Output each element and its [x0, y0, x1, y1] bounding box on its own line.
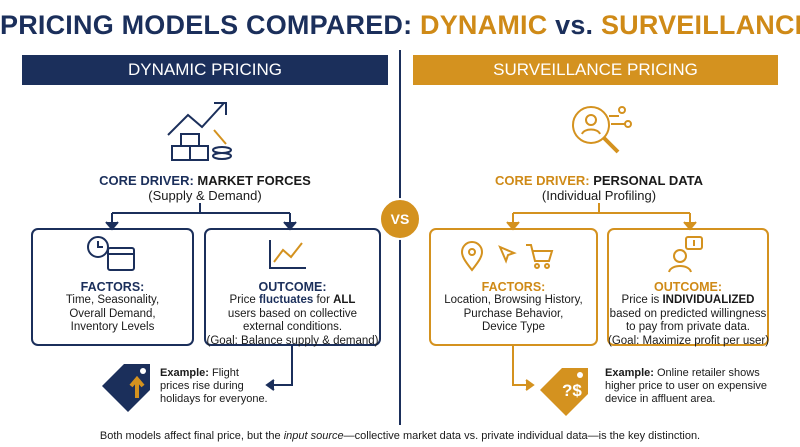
example: Example: Flight prices rise during holid… — [160, 367, 268, 406]
right-outcome-box — [607, 228, 769, 346]
seg: for — [313, 294, 334, 306]
chart-icon — [269, 240, 306, 269]
line: Time, Seasonality, — [65, 294, 160, 306]
vs-circle — [379, 198, 421, 240]
core-driver: CORE DRIVER: MARKET FORCES — [22, 173, 388, 188]
line: (Goal: Maximize profit per user) — [608, 334, 770, 347]
arrowhead — [525, 379, 535, 391]
line: external conditions. — [242, 321, 343, 333]
factors-label: FACTORS: — [80, 280, 145, 294]
example-label: Example: — [160, 367, 209, 379]
seg: Price is — [621, 294, 663, 306]
left-header-bar — [22, 55, 388, 85]
behavior-icons — [460, 241, 554, 272]
seg: fluctuates — [258, 294, 314, 306]
left-header: DYNAMIC PRICING — [128, 60, 282, 79]
driver: MARKET FORCES — [197, 173, 311, 188]
arrowheads — [506, 221, 697, 231]
title-part: SURVEILLANCE — [600, 10, 800, 40]
line: Price is INDIVIDUALIZED — [608, 294, 768, 308]
example-label: Example: — [605, 367, 654, 379]
example: Example: Online retailer shows higher pr… — [605, 367, 775, 406]
driver: PERSONAL DATA — [593, 173, 704, 188]
line: based on predicted willingness — [609, 307, 767, 320]
title-part: DYNAMIC — [420, 10, 548, 40]
line: Device Type — [481, 321, 546, 333]
outcome-label: OUTCOME: — [653, 280, 723, 294]
factors-text: Location, Browsing History, Purchase Beha… — [430, 294, 597, 335]
user-price-icon — [668, 236, 703, 273]
price-tag-icon: ?$ — [540, 368, 588, 416]
outcome-text: Price is INDIVIDUALIZED based on predicte… — [608, 294, 770, 348]
title-part: PRICING MODELS COMPARED: — [0, 10, 413, 40]
footer-part: input source — [283, 430, 344, 442]
right-example-arrow — [512, 345, 528, 386]
seg: Price — [229, 294, 259, 306]
line: Location, Browsing History, — [444, 294, 583, 306]
arrowhead — [265, 379, 275, 391]
profile-icon — [572, 106, 632, 154]
factors-label: FACTORS: — [481, 280, 546, 294]
tag-text: ?$ — [562, 381, 582, 400]
right-connector — [512, 203, 691, 226]
seg: INDIVIDUALIZED — [662, 294, 755, 306]
left-example-arrow — [272, 345, 293, 386]
seg: ALL — [333, 294, 356, 306]
title: PRICING MODELS COMPARED: DYNAMIC vs. SUR… — [0, 10, 800, 41]
example-text: Flight prices rise during holidays for e… — [160, 367, 268, 405]
right-header: SURVEILLANCE PRICING — [493, 60, 698, 79]
line: (Goal: Balance supply & demand) — [206, 334, 379, 347]
factors-text: Time, Seasonality, Overall Demand, Invento… — [32, 294, 193, 335]
outcome-text: Price fluctuates for ALL users based on c… — [205, 294, 380, 348]
driver-sub: (Supply & Demand) — [148, 188, 262, 203]
line: Price fluctuates for ALL — [205, 294, 380, 308]
title-part: vs. — [555, 10, 594, 40]
market-icon — [167, 102, 232, 161]
footer-part: —collective market data vs. private indi… — [343, 430, 701, 442]
line: to pay from private data. — [625, 321, 750, 333]
vs-label: VS — [390, 211, 410, 227]
footer: Both models affect final price, but the … — [0, 430, 800, 442]
driver-label: CORE DRIVER: — [99, 173, 194, 188]
left-factors-box — [31, 228, 194, 346]
line: users based on collective — [227, 307, 358, 320]
outcome-label: OUTCOME: — [258, 280, 327, 294]
example-text: Online retailer shows higher price to us… — [605, 367, 768, 405]
line: Overall Demand, — [69, 307, 156, 320]
driver-label: CORE DRIVER: — [494, 173, 590, 188]
left-connector — [111, 203, 291, 226]
core-driver: CORE DRIVER: PERSONAL DATA — [413, 173, 785, 188]
calendar-icon — [87, 236, 135, 271]
tag-icon — [102, 364, 150, 412]
line: Inventory Levels — [70, 321, 155, 333]
footer-part: Both models affect final price, but the — [99, 430, 284, 442]
layout — [22, 50, 778, 425]
line: Purchase Behavior, — [463, 307, 564, 320]
driver-sub: (Individual Profiling) — [541, 188, 657, 203]
right-header-bar — [413, 55, 778, 85]
arrowheads — [105, 221, 297, 231]
